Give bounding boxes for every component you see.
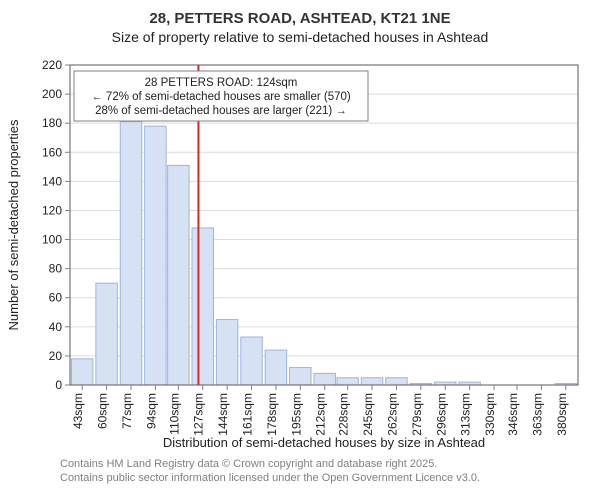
footer-attribution: Contains HM Land Registry data © Crown c… xyxy=(60,458,480,486)
svg-text:Distribution of semi-detached: Distribution of semi-detached houses by … xyxy=(163,435,485,450)
svg-text:313sqm: 313sqm xyxy=(459,393,473,436)
svg-text:346sqm: 346sqm xyxy=(506,393,520,436)
svg-text:60: 60 xyxy=(49,291,63,305)
svg-text:180: 180 xyxy=(42,116,62,130)
svg-text:296sqm: 296sqm xyxy=(434,393,448,436)
svg-text:← 72% of semi-detached houses: ← 72% of semi-detached houses are smalle… xyxy=(91,91,351,103)
svg-text:140: 140 xyxy=(42,174,62,188)
svg-text:220: 220 xyxy=(42,58,62,72)
svg-text:40: 40 xyxy=(49,320,63,334)
svg-text:28 PETTERS ROAD: 124sqm: 28 PETTERS ROAD: 124sqm xyxy=(145,77,298,89)
svg-text:60sqm: 60sqm xyxy=(96,393,110,429)
svg-text:28% of semi-detached houses ar: 28% of semi-detached houses are larger (… xyxy=(95,105,347,117)
svg-text:Number of semi-detached proper: Number of semi-detached properties xyxy=(6,119,21,330)
svg-text:262sqm: 262sqm xyxy=(385,393,399,436)
svg-text:330sqm: 330sqm xyxy=(483,393,497,436)
svg-text:127sqm: 127sqm xyxy=(192,393,206,436)
svg-text:100: 100 xyxy=(42,233,62,247)
svg-text:228sqm: 228sqm xyxy=(337,393,351,436)
svg-text:120: 120 xyxy=(42,203,62,217)
svg-text:144sqm: 144sqm xyxy=(216,393,230,436)
svg-text:279sqm: 279sqm xyxy=(410,393,424,436)
svg-text:43sqm: 43sqm xyxy=(71,393,85,429)
svg-text:160: 160 xyxy=(42,145,62,159)
svg-text:212sqm: 212sqm xyxy=(314,393,328,436)
svg-text:161sqm: 161sqm xyxy=(241,393,255,436)
svg-text:94sqm: 94sqm xyxy=(144,393,158,429)
svg-text:178sqm: 178sqm xyxy=(265,393,279,436)
svg-text:20: 20 xyxy=(49,349,63,363)
svg-text:200: 200 xyxy=(42,87,62,101)
chart-container: 0 20 40 60 80 100 120 140 160 180 200 220 43sqm 60sqm… xyxy=(0,55,600,450)
svg-text:380sqm: 380sqm xyxy=(555,393,569,436)
svg-text:195sqm: 195sqm xyxy=(289,393,303,436)
svg-text:77sqm: 77sqm xyxy=(120,393,134,429)
chart-title-line2: Size of property relative to semi-detach… xyxy=(0,29,600,45)
footer-line2: Contains public sector information licen… xyxy=(60,472,480,486)
svg-text:0: 0 xyxy=(55,378,62,392)
footer-line1: Contains HM Land Registry data © Crown c… xyxy=(60,458,480,472)
svg-text:80: 80 xyxy=(49,262,63,276)
svg-text:110sqm: 110sqm xyxy=(167,393,181,435)
svg-text:245sqm: 245sqm xyxy=(361,393,375,436)
chart-title-block: 28, PETTERS ROAD, ASHTEAD, KT21 1NE Size… xyxy=(0,10,600,45)
histogram-chart: 0 20 40 60 80 100 120 140 160 180 200 220 43sqm 60sqm… xyxy=(0,55,600,450)
chart-title-line1: 28, PETTERS ROAD, ASHTEAD, KT21 1NE xyxy=(0,10,600,27)
svg-text:363sqm: 363sqm xyxy=(530,393,544,436)
